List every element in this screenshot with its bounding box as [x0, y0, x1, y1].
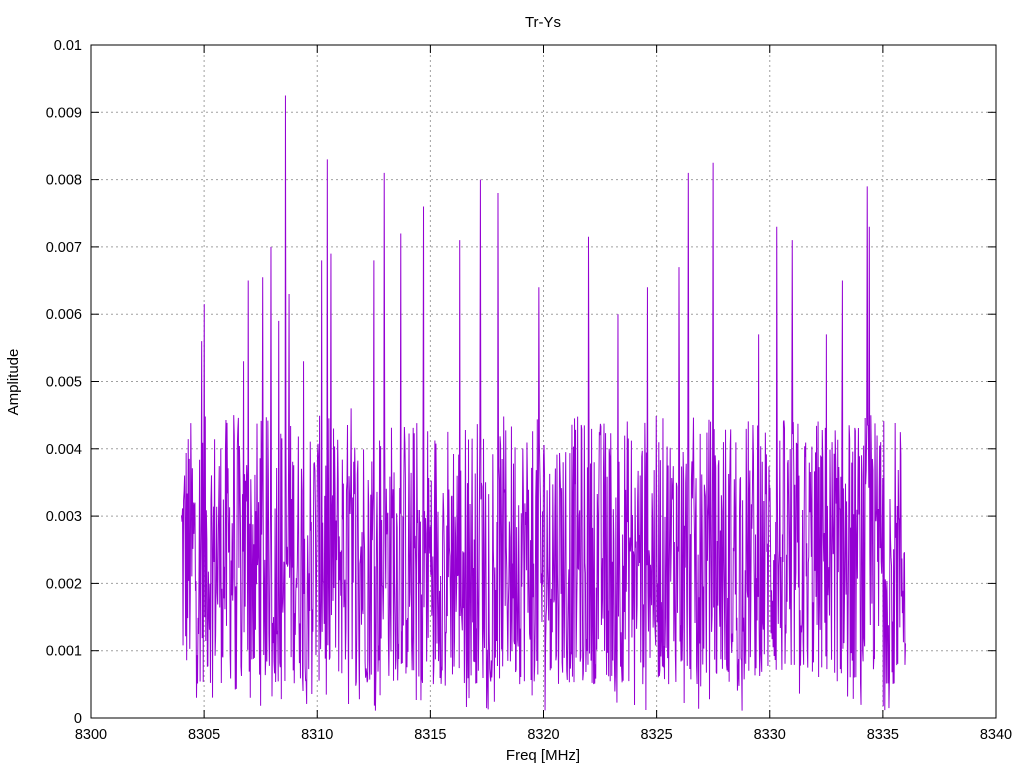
- x-tick-label: 8310: [301, 727, 333, 743]
- y-tick-label: 0.005: [46, 375, 82, 391]
- x-tick-label: 8300: [75, 727, 107, 743]
- axes: [90, 44, 997, 719]
- y-tick-label: 0.009: [46, 105, 82, 121]
- y-tick-label: 0.004: [46, 442, 82, 458]
- y-tick-label: 0.001: [46, 644, 82, 660]
- x-axis-title: Freq [MHz]: [506, 747, 580, 764]
- tick-labels: 8300 8305 8310 8315 8320 8325 8330 8335 8340 0 0.0…: [46, 38, 1012, 743]
- y-tick-label: 0.01: [54, 38, 82, 54]
- data-series: [181, 95, 906, 711]
- x-tick-label: 8330: [754, 727, 786, 743]
- y-axis-title: Amplitude: [5, 349, 22, 416]
- y-tick-label: 0.006: [46, 307, 82, 323]
- x-tick-label: 8340: [980, 727, 1012, 743]
- y-tick-label: 0.007: [46, 240, 82, 256]
- y-tick-label: 0.003: [46, 509, 82, 525]
- chart-title: Tr-Ys: [525, 14, 561, 31]
- plot-border: [90, 44, 997, 719]
- y-tick-label: 0: [74, 711, 82, 727]
- amplitude-series-line: [181, 95, 906, 711]
- x-tick-label: 8315: [414, 727, 446, 743]
- y-tick-label: 0.008: [46, 173, 82, 189]
- y-tick-label: 0.002: [46, 576, 82, 592]
- x-tick-label: 8325: [640, 727, 672, 743]
- x-tick-label: 8320: [527, 727, 559, 743]
- x-tick-label: 8305: [188, 727, 220, 743]
- x-tick-label: 8335: [867, 727, 899, 743]
